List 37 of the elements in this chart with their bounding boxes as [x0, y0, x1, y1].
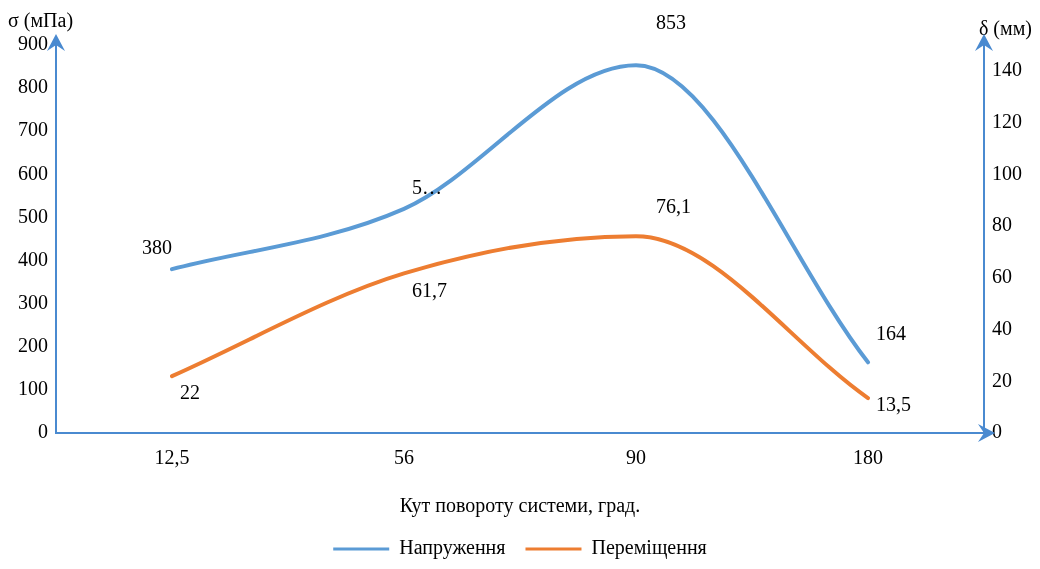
x-tick-label: 180 [853, 446, 883, 469]
data-label: 164 [876, 321, 906, 344]
data-label: 853 [656, 10, 686, 33]
x-axis-title: Кут повороту системи, град. [399, 494, 641, 518]
y2-tick-label: 80 [992, 213, 1012, 236]
line-series [170, 63, 870, 365]
y2-axis-title: δ (мм) [978, 17, 1032, 41]
data-label: 22 [180, 381, 200, 404]
y2-tick-label: 20 [992, 368, 1012, 391]
x-tick-label: 12,5 [154, 446, 190, 469]
legend-label: Напруження [399, 536, 506, 560]
line-series [170, 234, 870, 401]
y-tick-label: 200 [18, 334, 48, 357]
y-tick-label: 400 [18, 247, 48, 270]
y-tick-label: 0 [38, 420, 48, 443]
y-tick-label: 300 [18, 290, 48, 313]
y-tick-label: 900 [18, 32, 48, 55]
y2-tick-label: 0 [992, 420, 1002, 443]
y-tick-label: 700 [18, 118, 48, 141]
y2-tick-label: 60 [992, 265, 1012, 288]
x-tick-label: 56 [394, 446, 414, 469]
y-tick-label: 600 [18, 161, 48, 184]
y-tick-label: 800 [18, 75, 48, 98]
y-axis-title: σ (мПа) [8, 9, 74, 33]
y2-tick-label: 100 [992, 161, 1022, 184]
legend-label: Переміщення [591, 536, 707, 560]
data-label: 76,1 [656, 195, 691, 218]
y2-tick-label: 140 [992, 58, 1022, 81]
x-tick-label: 90 [626, 446, 646, 469]
data-label: 5… [412, 176, 442, 199]
data-label: 380 [142, 236, 172, 259]
y-tick-label: 500 [18, 204, 48, 227]
y2-tick-label: 40 [992, 316, 1012, 339]
data-label: 61,7 [412, 278, 447, 301]
y2-tick-label: 120 [992, 109, 1022, 132]
data-label: 13,5 [876, 393, 911, 416]
y-tick-label: 100 [18, 377, 48, 400]
